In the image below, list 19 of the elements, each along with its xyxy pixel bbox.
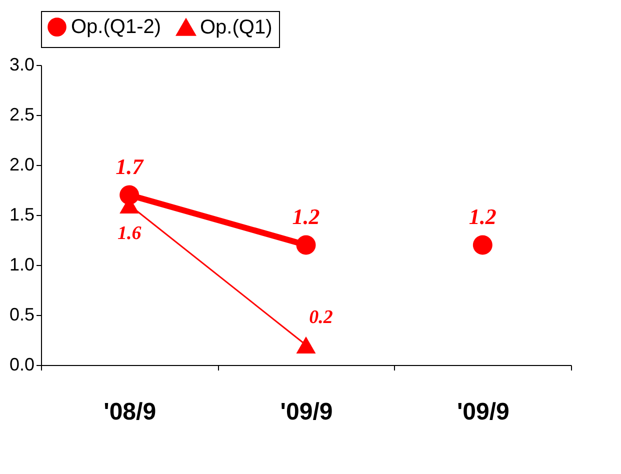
data-label: 1.6 — [117, 223, 142, 244]
data-label: 1.7 — [116, 154, 144, 179]
data-label: 0.2 — [309, 307, 334, 328]
point — [296, 235, 316, 255]
data-label: 1.2 — [468, 204, 496, 229]
y-tick-label: 0.5 — [9, 304, 34, 324]
y-tick-label: 1.5 — [9, 204, 34, 224]
y-tick-label: 1.0 — [9, 254, 34, 274]
legend-label: Op.(Q1) — [200, 16, 272, 39]
y-tick-label: 0.0 — [9, 354, 34, 374]
x-tick-label: '09/9 — [280, 398, 333, 426]
data-label: 1.2 — [292, 204, 320, 229]
x-tick-label: '09/9 — [456, 398, 510, 426]
legend-label: Op.(Q1-2) — [71, 16, 162, 38]
y-tick-label: 3.0 — [9, 54, 34, 74]
y-tick-label: 2.5 — [9, 104, 34, 124]
y-tick-label: 2.0 — [9, 154, 34, 174]
x-tick-label: '08/9 — [104, 398, 156, 426]
point — [472, 235, 492, 255]
